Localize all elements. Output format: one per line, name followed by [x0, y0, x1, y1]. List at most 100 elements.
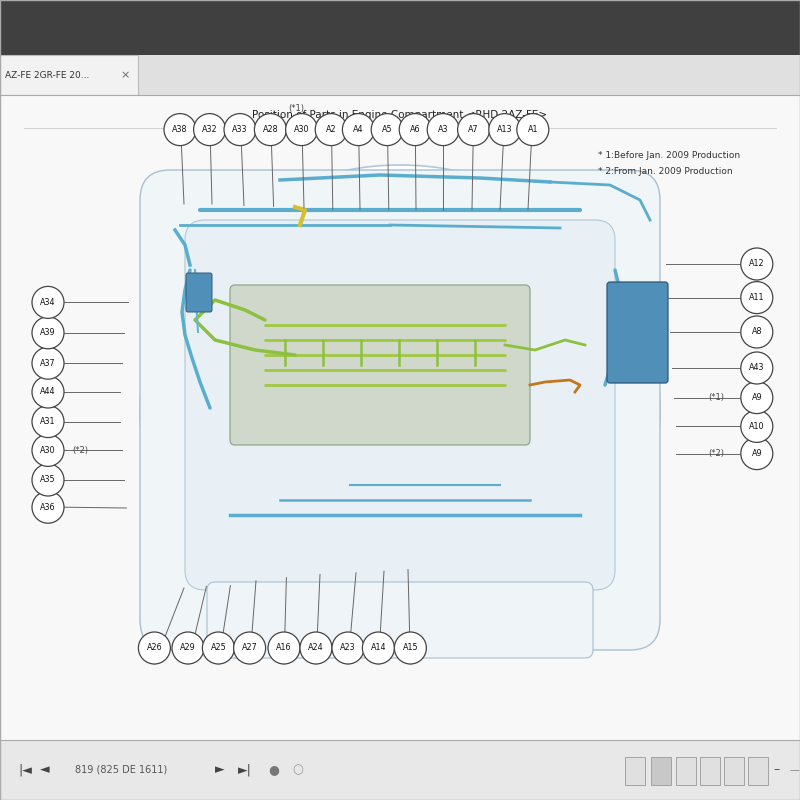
Circle shape: [172, 632, 204, 664]
Text: * 2:From Jan. 2009 Production: * 2:From Jan. 2009 Production: [598, 167, 733, 177]
Text: A36: A36: [40, 502, 56, 512]
Circle shape: [32, 286, 64, 318]
Text: AZ-FE 2GR-FE 20...: AZ-FE 2GR-FE 20...: [5, 70, 90, 79]
Text: A34: A34: [40, 298, 56, 307]
Circle shape: [741, 282, 773, 314]
Text: Position of Parts in Engine Compartment <RHD 2AZ-FE>: Position of Parts in Engine Compartment …: [253, 110, 547, 120]
Circle shape: [741, 248, 773, 280]
Circle shape: [741, 438, 773, 470]
Bar: [651, 757, 671, 785]
Circle shape: [399, 114, 431, 146]
Circle shape: [741, 352, 773, 384]
Circle shape: [164, 114, 196, 146]
Circle shape: [224, 114, 256, 146]
Circle shape: [300, 632, 332, 664]
Text: A39: A39: [40, 328, 56, 338]
Text: A9: A9: [751, 449, 762, 458]
Text: A43: A43: [749, 363, 765, 373]
Text: ►: ►: [215, 763, 225, 777]
Bar: [676, 757, 696, 785]
Text: —: —: [790, 765, 800, 775]
Circle shape: [741, 316, 773, 348]
Text: * 1:Before Jan. 2009 Production: * 1:Before Jan. 2009 Production: [598, 150, 740, 159]
Circle shape: [32, 406, 64, 438]
Text: A5: A5: [382, 125, 393, 134]
Bar: [0, 740, 800, 800]
Text: A10: A10: [749, 422, 765, 431]
FancyBboxPatch shape: [140, 170, 660, 650]
Text: –: –: [773, 763, 779, 777]
Text: A14: A14: [370, 643, 386, 653]
FancyBboxPatch shape: [230, 285, 530, 445]
FancyBboxPatch shape: [207, 582, 593, 658]
FancyBboxPatch shape: [186, 273, 212, 312]
Text: A7: A7: [468, 125, 479, 134]
Circle shape: [458, 114, 490, 146]
Text: A31: A31: [40, 417, 56, 426]
Circle shape: [32, 491, 64, 523]
Circle shape: [342, 114, 374, 146]
Text: A26: A26: [146, 643, 162, 653]
Bar: [700, 757, 720, 785]
Text: (*2): (*2): [708, 449, 724, 458]
Circle shape: [32, 376, 64, 408]
Text: ○: ○: [292, 763, 303, 777]
Bar: [0, 0, 800, 55]
Circle shape: [517, 114, 549, 146]
Circle shape: [32, 347, 64, 379]
Bar: [748, 757, 768, 785]
Text: A38: A38: [172, 125, 188, 134]
Text: (*1): (*1): [708, 393, 724, 402]
Text: ×: ×: [120, 70, 130, 80]
Text: A11: A11: [749, 293, 765, 302]
Circle shape: [362, 632, 394, 664]
Text: A33: A33: [232, 125, 248, 134]
Text: ◄: ◄: [40, 763, 50, 777]
Bar: [0, 95, 800, 740]
Circle shape: [32, 317, 64, 349]
Text: A32: A32: [202, 125, 218, 134]
Text: 819 (825 DE 1611): 819 (825 DE 1611): [75, 765, 167, 775]
Circle shape: [194, 114, 226, 146]
Text: A24: A24: [308, 643, 324, 653]
Text: A30: A30: [40, 446, 56, 455]
Text: A12: A12: [749, 259, 765, 269]
Text: A25: A25: [210, 643, 226, 653]
Text: A30: A30: [294, 125, 310, 134]
Circle shape: [315, 114, 347, 146]
Text: (*1): (*1): [288, 104, 304, 114]
Circle shape: [741, 382, 773, 414]
Text: (*2): (*2): [72, 446, 88, 455]
Circle shape: [202, 632, 234, 664]
Circle shape: [32, 434, 64, 466]
Text: A44: A44: [40, 387, 56, 397]
Text: A23: A23: [340, 643, 356, 653]
Circle shape: [371, 114, 403, 146]
Circle shape: [286, 114, 318, 146]
Text: A16: A16: [276, 643, 292, 653]
Bar: [0, 55, 138, 95]
Text: A8: A8: [751, 327, 762, 337]
Circle shape: [268, 632, 300, 664]
Circle shape: [741, 410, 773, 442]
Text: A6: A6: [410, 125, 421, 134]
Circle shape: [427, 114, 459, 146]
Bar: [625, 757, 645, 785]
Text: A1: A1: [527, 125, 538, 134]
Text: A4: A4: [353, 125, 364, 134]
Text: ►|: ►|: [238, 763, 252, 777]
Text: ●: ●: [268, 763, 279, 777]
FancyBboxPatch shape: [185, 220, 615, 590]
Circle shape: [332, 632, 364, 664]
Bar: [724, 757, 744, 785]
Text: A15: A15: [402, 643, 418, 653]
Text: A35: A35: [40, 475, 56, 485]
Text: A2: A2: [326, 125, 337, 134]
Circle shape: [394, 632, 426, 664]
Text: A37: A37: [40, 358, 56, 368]
Circle shape: [234, 632, 266, 664]
Text: A29: A29: [180, 643, 196, 653]
Text: A3: A3: [438, 125, 449, 134]
Circle shape: [138, 632, 170, 664]
Text: A13: A13: [497, 125, 513, 134]
